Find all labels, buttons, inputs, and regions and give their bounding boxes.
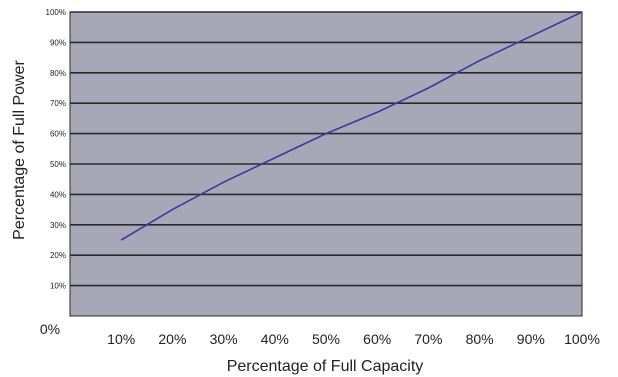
x-tick-label: 90% (517, 331, 545, 347)
x-tick-label: 20% (158, 331, 186, 347)
origin-label: 0% (40, 321, 60, 337)
x-tick-label: 70% (414, 331, 442, 347)
x-tick-label: 10% (107, 331, 135, 347)
y-tick-label: 90% (50, 38, 66, 47)
x-axis-label: Percentage of Full Capacity (227, 358, 424, 375)
x-tick-label: 30% (210, 331, 238, 347)
y-tick-label: 20% (50, 251, 66, 260)
x-tick-label: 40% (261, 331, 289, 347)
y-tick-label: 50% (50, 160, 66, 169)
y-tick-label: 30% (50, 221, 66, 230)
x-axis-ticks: 10% 20% 30% 40% 50% 60% 70% 80% 90% 100% (107, 331, 600, 347)
plot-border (69, 11, 583, 317)
series-line-0 (120, 11, 583, 241)
x-tick-label: 80% (466, 331, 494, 347)
x-tick-label: 50% (312, 331, 340, 347)
series-lines (120, 11, 583, 241)
y-axis-ticks: 10% 20% 30% 40% 50% 60% 70% 80% 90% 100% (46, 8, 66, 291)
y-tick-label: 70% (50, 99, 66, 108)
y-tick-label: 80% (50, 69, 66, 78)
y-tick-label: 100% (46, 8, 66, 17)
y-tick-label: 60% (50, 130, 66, 139)
y-tick-label: 40% (50, 190, 66, 199)
y-tick-label: 10% (50, 282, 66, 291)
x-tick-label: 100% (564, 331, 600, 347)
x-tick-label: 60% (363, 331, 391, 347)
y-axis-label: Percentage of Full Power (11, 60, 28, 240)
